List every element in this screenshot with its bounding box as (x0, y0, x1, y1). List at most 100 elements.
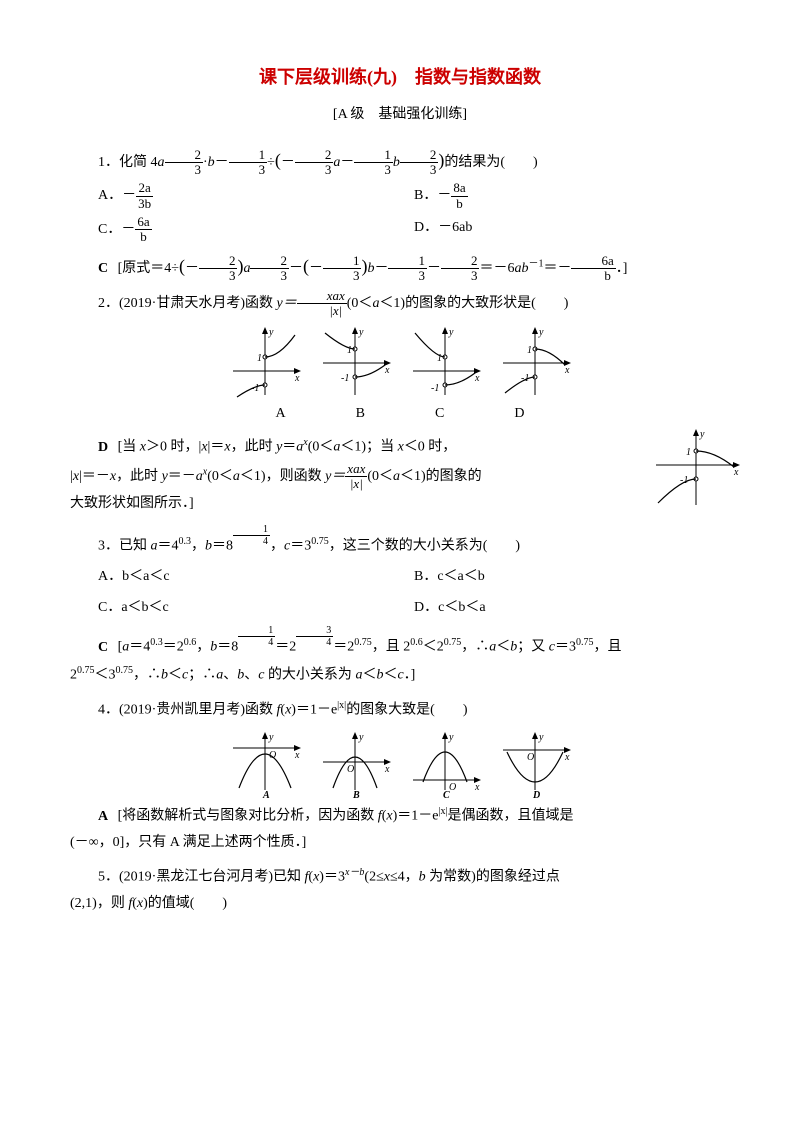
ans-letter: C (98, 640, 108, 655)
q2-a: 2．(2019·甘肃天水月考)函数 (98, 296, 277, 311)
q4-graph-d: y x O D (499, 732, 571, 800)
q1-optC: C．－6ab (98, 215, 414, 245)
axis-x: x (564, 752, 570, 763)
q1-stem: 1．化简 4a23·b－13÷(－23a－13b23)的结果为( ) (70, 143, 730, 178)
label-a: A (262, 790, 270, 801)
t: (0＜ (207, 469, 233, 484)
frac-num: 1 (233, 524, 270, 536)
origin: O (347, 764, 354, 775)
axis-x: x (294, 373, 300, 384)
frac-num: 2 (250, 254, 289, 269)
frac-den: 3 (441, 269, 480, 283)
frac-num: 2 (441, 254, 480, 269)
q4-graph-a: y x O A (229, 732, 301, 800)
exp: |x| (337, 700, 346, 711)
label-b: B (356, 401, 365, 428)
frac-num: 8a (451, 181, 467, 196)
frac-den: 3 (165, 163, 204, 177)
frac-num: 2 (199, 254, 238, 269)
axis-y: y (268, 327, 274, 338)
frac-num: 2 (295, 148, 334, 163)
frac-den: 3 (250, 269, 289, 283)
t: ＜1)的图象的 (400, 469, 482, 484)
frac-den: 3 (388, 269, 427, 283)
t: [将函数解析式与图象对比分析，因为函数 (118, 809, 378, 824)
var-b: b (393, 155, 400, 170)
t: ，∴ (133, 668, 161, 683)
t: ＝8 (217, 640, 238, 655)
frac-num: xax (297, 289, 347, 304)
frac-num: 6a (135, 215, 151, 230)
q3-optD: D．c＜b＜a (414, 595, 730, 622)
frac-den: 3 (323, 269, 362, 283)
axis-x: x (733, 467, 739, 478)
t: (0＜ (367, 469, 393, 484)
q1-options-row1: A．－2a3b B．－8ab (98, 181, 730, 211)
exp-neg1: －1 (528, 258, 543, 269)
q5-stem: 5．(2019·黑龙江七台河月考)已知 f(x)＝3x－b(2≤x≤4，b 为常… (70, 863, 730, 891)
t: 是偶函数，且值域是 (447, 809, 573, 824)
frac-num: 1 (323, 254, 362, 269)
t: ＜2 (423, 640, 444, 655)
axis-x: x (294, 750, 300, 761)
frac-den: 3 (295, 163, 334, 177)
t: ，这三个数的大小关系为( ) (329, 538, 520, 553)
tick-1: 1 (257, 353, 262, 364)
origin: O (449, 782, 456, 793)
var-b: b (205, 538, 212, 553)
axis-y: y (268, 732, 274, 743)
frac-num: 2a (136, 181, 153, 196)
tick-1: 1 (347, 345, 352, 356)
t: ＝8 (212, 538, 233, 553)
frac-den: 3b (136, 197, 153, 211)
var-a: a (393, 469, 400, 484)
t: ≤4， (390, 869, 419, 884)
q3-optB: B．c＜a＜b (414, 564, 730, 591)
frac-num: 1 (388, 254, 427, 269)
var-b: b (419, 869, 426, 884)
var-a: a (196, 469, 203, 484)
axis-x: x (564, 365, 570, 376)
frac-num: 2 (165, 148, 204, 163)
q3-optA: A．b＜a＜c (98, 564, 414, 591)
exp: 0.75 (311, 536, 329, 547)
t: (2,1)，则 (70, 896, 128, 911)
t: ，∴ (461, 640, 489, 655)
axis-y: y (448, 327, 454, 338)
var-b: b (161, 668, 168, 683)
q1-options-row2: C．－6ab D．－6ab (98, 215, 730, 245)
exp: 0.6 (410, 637, 423, 648)
t: 、 (223, 668, 237, 683)
exp: 0.75 (354, 637, 372, 648)
q2-ans-l1: D [当 x＞0 时，|x|＝x，此时 y＝ax(0＜a＜1)；当 x＜0 时， (70, 433, 730, 461)
t: ＝2 (333, 640, 354, 655)
t: ， (196, 640, 210, 655)
exp: 0.3 (179, 536, 192, 547)
t: )＝1－e (393, 809, 439, 824)
t: ＞0 时，| (146, 440, 201, 455)
ans-mid: ＝－6 (479, 261, 514, 276)
t: ＝3 (290, 538, 311, 553)
frac-num: 1 (354, 148, 393, 163)
frac-num: 6a (571, 254, 615, 269)
label-c: C (443, 790, 450, 801)
exp: 0.3 (150, 637, 163, 648)
q2-graphs: y x 1 -1 y x 1 -1 y x 1 -1 y x (70, 327, 730, 399)
t: ＜1)；当 (340, 440, 397, 455)
t: |＝ (208, 440, 225, 455)
q2-answer-wrap: y x 1 -1 D [当 x＞0 时，|x|＝x，此时 y＝ax(0＜a＜1)… (70, 433, 730, 517)
t: 3．已知 (98, 538, 151, 553)
axis-x: x (384, 764, 390, 775)
t: )＝1－e (291, 702, 337, 717)
exp: 0.75 (444, 637, 462, 648)
frac-den: b (451, 197, 467, 211)
q1-optB: B．－8ab (414, 181, 730, 211)
t: 的图象大致是( ) (346, 702, 467, 717)
exp: 0.6 (184, 637, 197, 648)
q2-graph-c: y x 1 -1 (409, 327, 481, 399)
q1-optA: A．－2a3b (98, 181, 414, 211)
t: ，此时 (116, 469, 162, 484)
y-eq: y＝ (325, 469, 345, 484)
ans-letter: C (98, 261, 108, 276)
t: 为常数)的图象经过点 (426, 869, 560, 884)
